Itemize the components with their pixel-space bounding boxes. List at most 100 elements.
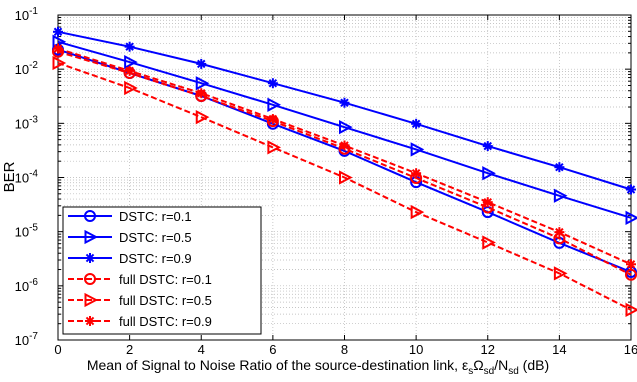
legend-swatch-marker xyxy=(84,229,99,245)
y-tick-label: 10-1 xyxy=(15,6,39,23)
marker-stroke xyxy=(626,185,636,194)
legend-swatch-marker xyxy=(84,292,99,308)
data-point xyxy=(410,204,425,220)
x-axis-label-omega: Ω xyxy=(473,357,483,373)
legend-box xyxy=(62,206,262,335)
data-point xyxy=(553,266,568,281)
y-tick-label: 10-7 xyxy=(15,331,39,348)
legend-label: full DSTC: r=0.1 xyxy=(119,272,212,287)
data-point xyxy=(195,76,210,91)
data-point xyxy=(267,97,282,112)
x-axis-label-eps-sub: s xyxy=(468,366,473,377)
x-axis-label-unit: (dB) xyxy=(519,357,549,373)
data-point xyxy=(411,168,422,179)
data-point xyxy=(625,210,637,225)
data-point xyxy=(482,141,493,152)
marker-stroke xyxy=(555,162,564,172)
marker-stroke xyxy=(555,227,564,237)
series-group xyxy=(52,26,637,318)
data-point xyxy=(267,140,282,155)
data-point xyxy=(553,188,568,203)
y-axis-label: BER xyxy=(1,161,18,192)
x-axis-label-n-sub: sd xyxy=(508,366,519,377)
x-tick-label: 14 xyxy=(552,342,566,357)
x-axis-label-main: Mean of Signal to Noise Ratio of the sou… xyxy=(87,357,462,373)
marker-stroke xyxy=(53,44,63,53)
legend-label: DSTC: r=0.5 xyxy=(119,230,192,245)
marker-stroke xyxy=(125,42,134,51)
x-tick-label: 2 xyxy=(126,342,133,357)
legend-item-2: DSTC: r=0.5 xyxy=(68,229,192,245)
series-3 xyxy=(53,26,636,195)
data-point xyxy=(554,162,565,173)
x-axis-label-slash-n: /N xyxy=(494,357,508,373)
legend-label: full DSTC: r=0.5 xyxy=(119,293,212,308)
data-point xyxy=(53,26,63,37)
legend-label: DSTC: r=0.9 xyxy=(119,251,192,266)
marker-stroke xyxy=(340,141,349,150)
marker-stroke xyxy=(197,59,206,69)
x-tick-label: 12 xyxy=(481,342,495,357)
data-point xyxy=(339,120,353,135)
legend: DSTC: r=0.1 DSTC: r=0.5 DSTC: r=0.9 full DS… xyxy=(62,206,262,335)
data-point xyxy=(339,170,353,185)
data-point xyxy=(267,78,278,89)
marker-stroke xyxy=(268,78,278,88)
data-point xyxy=(554,227,565,238)
data-point xyxy=(482,235,496,250)
y-tick-label: 10-4 xyxy=(15,169,39,186)
marker-stroke xyxy=(626,260,636,269)
data-point xyxy=(482,166,496,181)
x-tick-label: 6 xyxy=(269,342,276,357)
marker-stroke xyxy=(411,168,421,178)
data-point xyxy=(625,302,637,318)
marker-stroke xyxy=(53,27,63,37)
data-point xyxy=(411,118,422,129)
legend-swatch-marker xyxy=(84,273,96,285)
data-point xyxy=(339,140,350,151)
legend-swatch-marker xyxy=(85,316,95,326)
x-tick-label: 0 xyxy=(54,342,61,357)
marker-stroke xyxy=(197,88,206,98)
x-axis-label-epsilon: ε xyxy=(462,357,468,373)
data-point xyxy=(195,110,210,125)
data-point xyxy=(52,55,67,71)
y-tick-label: 10-2 xyxy=(15,60,39,77)
legend-item-6: full DSTC: r=0.9 xyxy=(68,314,212,329)
data-point xyxy=(267,114,278,125)
x-tick-label: 16 xyxy=(624,342,637,357)
y-tick-label: 10-3 xyxy=(15,114,39,131)
data-point xyxy=(626,184,636,195)
marker-stroke xyxy=(85,316,95,326)
data-point xyxy=(124,41,135,52)
marker-stroke xyxy=(483,141,492,151)
legend-item-3: DSTC: r=0.9 xyxy=(68,251,192,266)
x-tick-label: 4 xyxy=(198,342,205,357)
marker-stroke xyxy=(411,119,421,129)
x-axis-label-omega-sub: sd xyxy=(484,366,495,377)
legend-item-4: full DSTC: r=0.1 xyxy=(68,272,212,287)
x-axis-label: Mean of Signal to Noise Ratio of the sou… xyxy=(87,357,549,377)
x-tick-label: 10 xyxy=(409,342,423,357)
data-point xyxy=(339,97,350,108)
data-point xyxy=(482,197,493,208)
series-line xyxy=(57,40,632,219)
legend-label: DSTC: r=0.1 xyxy=(119,209,192,224)
legend-swatch-marker xyxy=(85,253,95,263)
marker-stroke xyxy=(125,66,134,76)
data-point xyxy=(410,142,425,157)
data-point xyxy=(196,58,207,69)
data-point xyxy=(124,65,135,76)
legend-item-5: full DSTC: r=0.5 xyxy=(68,292,212,308)
legend-swatch-marker xyxy=(84,210,96,222)
data-point xyxy=(196,88,207,99)
data-point xyxy=(124,54,138,70)
data-point xyxy=(53,43,63,54)
legend-item-1: DSTC: r=0.1 xyxy=(68,209,192,224)
data-point xyxy=(626,259,636,270)
marker-stroke xyxy=(483,197,492,207)
marker-stroke xyxy=(268,114,278,124)
legend-label: full DSTC: r=0.9 xyxy=(119,314,212,329)
series-6 xyxy=(53,43,636,270)
marker-stroke xyxy=(340,98,349,107)
